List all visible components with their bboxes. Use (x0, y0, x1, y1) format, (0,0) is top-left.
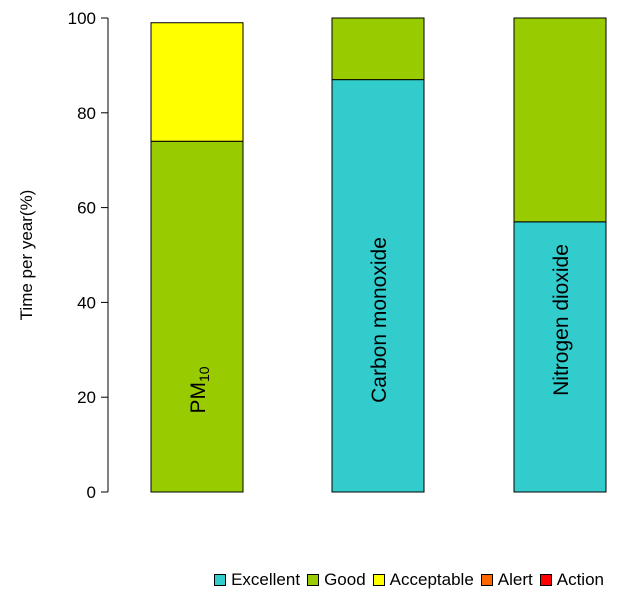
legend-label: Action (556, 570, 604, 589)
y-axis-label: Time per year(%) (17, 190, 36, 321)
legend-swatch (307, 574, 320, 586)
chart-legend: Excellent Good Acceptable Alert Action (0, 568, 618, 592)
legend-label: Alert (497, 570, 533, 589)
bar-segment-good (513, 17, 607, 223)
y-axis: 0 20 40 60 80 100 (68, 9, 109, 502)
bar-segment-excellent (331, 79, 425, 493)
y-tick-label: 100 (68, 9, 96, 28)
bar-segment-good (150, 140, 244, 493)
legend-swatch (214, 574, 227, 586)
legend-swatch (480, 574, 493, 586)
legend-item-acceptable: Acceptable (372, 570, 474, 590)
bar-label: Nitrogen dioxide (550, 244, 573, 396)
y-tick-label: 60 (77, 199, 96, 218)
legend-item-good: Good (307, 570, 366, 590)
legend-item-alert: Alert (480, 570, 533, 590)
legend-item-action: Action (539, 570, 604, 590)
legend-swatch (372, 574, 385, 586)
legend-label: Acceptable (389, 570, 474, 589)
y-tick-label: 40 (77, 293, 96, 312)
legend-label: Good (324, 570, 366, 589)
bar-segment-good (331, 17, 425, 81)
y-tick-label: 80 (77, 104, 96, 123)
bar-segment-acceptable (150, 22, 244, 142)
legend-swatch (539, 574, 552, 586)
y-tick-label: 20 (77, 388, 96, 407)
bars: PM10 Carbon monoxide Nitrogen dioxide (150, 17, 607, 493)
bar-label: Carbon monoxide (368, 237, 391, 403)
bar-segment-excellent (513, 221, 607, 493)
y-tick-label: 0 (87, 483, 96, 502)
legend-item-excellent: Excellent (214, 570, 300, 590)
bar-label: PM10 (187, 366, 212, 413)
stacked-bar-chart: 0 20 40 60 80 100 Time per year(%) PM10 Carbon… (17, 9, 607, 502)
legend-label: Excellent (231, 570, 301, 589)
